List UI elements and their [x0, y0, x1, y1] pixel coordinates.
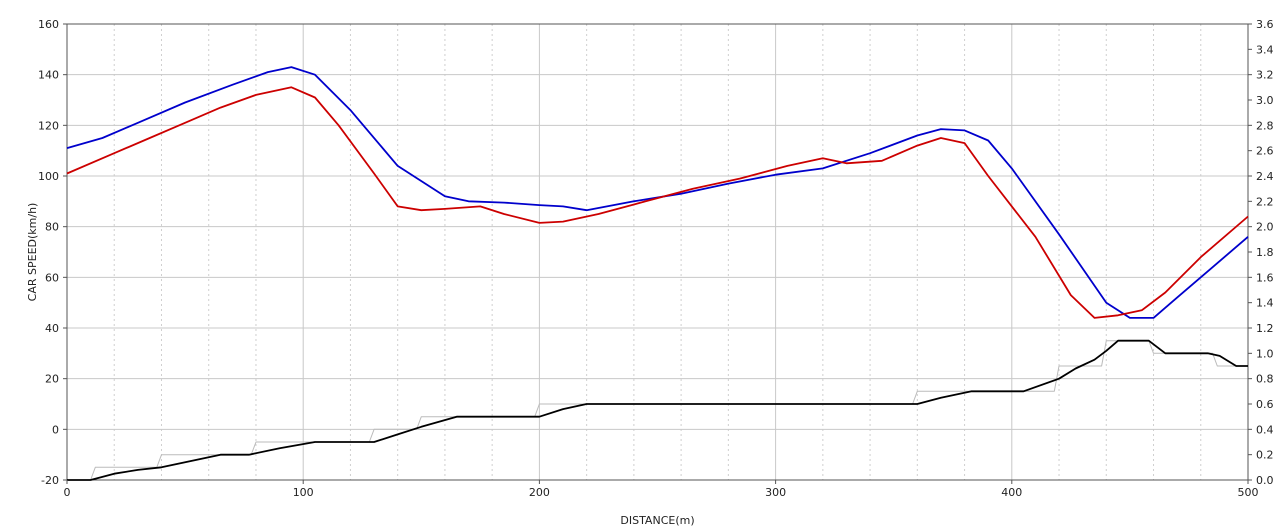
right-tick-label: 0.0 [1256, 474, 1274, 487]
right-tick-label: 1.8 [1256, 246, 1274, 259]
right-tick-label: 0.4 [1256, 423, 1274, 436]
left-tick-label: 100 [38, 170, 59, 183]
left-tick-label: -20 [41, 474, 59, 487]
left-tick-label: 80 [45, 221, 59, 234]
right-tick-label: 0.2 [1256, 449, 1274, 462]
series-layer [66, 66, 1249, 481]
left-tick-label: 120 [38, 119, 59, 132]
x-axis-title: DISTANCE(m) [620, 514, 694, 527]
series-line-2 [67, 339, 1248, 481]
left-tick-label: 0 [52, 423, 59, 436]
right-axis-ticks: 0.0 0.2 0.4 0.6 0.8 1.0 1.2 1.4 1.6 1.8 2.0 2.2 2.4 2… [1248, 18, 1274, 487]
right-tick-label: 3.0 [1256, 94, 1274, 107]
right-tick-label: 1.2 [1256, 322, 1274, 335]
left-axis-ticks: -20 0 20 40 60 80 100 120 140 160 [38, 18, 67, 487]
right-tick-label: 0.8 [1256, 373, 1274, 386]
right-tick-label: 3.2 [1256, 69, 1274, 82]
series-line-3 [67, 340, 1248, 481]
right-tick-label: 1.4 [1256, 297, 1274, 310]
left-tick-label: 60 [45, 271, 59, 284]
right-tick-label: 3.4 [1256, 43, 1274, 56]
x-tick-label: 0 [64, 486, 71, 499]
right-tick-label: 2.0 [1256, 221, 1274, 234]
right-tick-label: 1.6 [1256, 271, 1274, 284]
right-tick-label: 1.0 [1256, 347, 1274, 360]
right-tick-label: 2.8 [1256, 119, 1274, 132]
x-tick-label: 100 [293, 486, 314, 499]
series-line-1 [66, 86, 1249, 319]
grid [67, 24, 1248, 480]
x-tick-label: 300 [765, 486, 786, 499]
right-tick-label: 0.6 [1256, 398, 1274, 411]
right-tick-label: 2.6 [1256, 145, 1274, 158]
left-tick-label: 40 [45, 322, 59, 335]
right-tick-label: 2.2 [1256, 195, 1274, 208]
right-tick-label: 2.4 [1256, 170, 1274, 183]
x-axis-ticks: 0 100 200 300 400 500 [64, 480, 1259, 499]
right-tick-label: 3.6 [1256, 18, 1274, 31]
x-tick-label: 500 [1238, 486, 1259, 499]
x-tick-label: 200 [529, 486, 550, 499]
x-tick-label: 400 [1001, 486, 1022, 499]
left-tick-label: 20 [45, 373, 59, 386]
left-tick-label: 160 [38, 18, 59, 31]
left-tick-label: 140 [38, 69, 59, 82]
y-axis-title: CAR SPEED(km/h) [26, 203, 39, 302]
